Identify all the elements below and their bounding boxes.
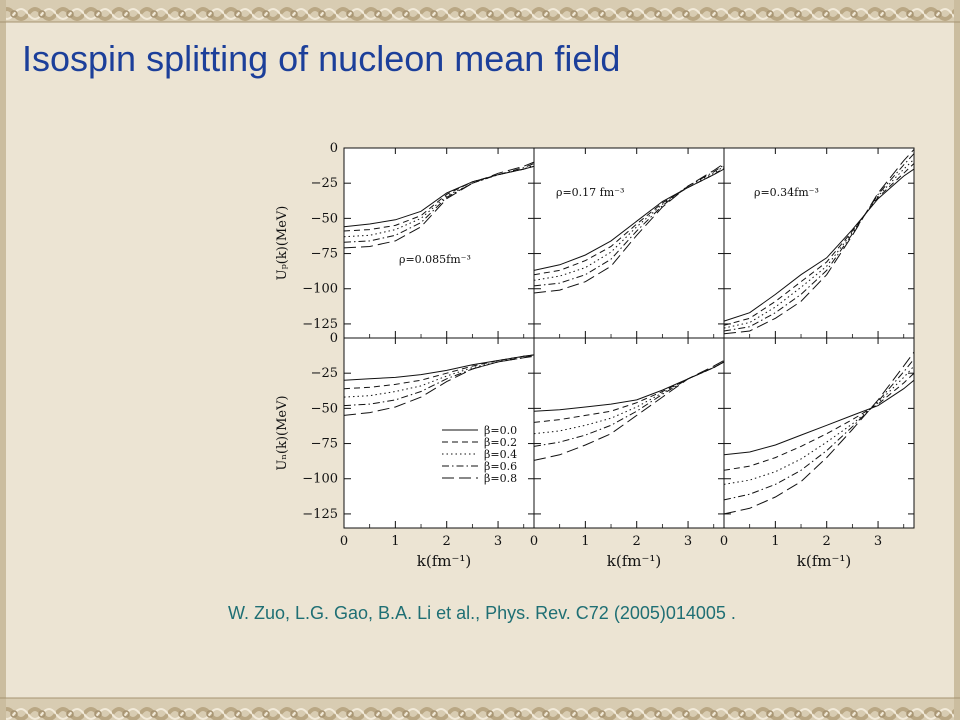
- series-line-dashdot: [723, 153, 915, 332]
- series-line-dashed: [343, 165, 535, 232]
- legend-entry: β=0.6: [484, 460, 517, 473]
- series-line-dashdot: [343, 354, 535, 407]
- series-line-dashdot: [723, 358, 915, 501]
- citation: W. Zuo, L.G. Gao, B.A. Li et al., Phys. …: [228, 603, 736, 623]
- y-tick-label: −50: [311, 211, 338, 226]
- y-tick-label: −25: [311, 176, 338, 191]
- y-tick-label: −125: [302, 317, 338, 332]
- slide-title: Isospin splitting of nucleon mean field: [22, 38, 621, 79]
- legend-entry: β=0.8: [484, 472, 517, 485]
- panel-0-0: 0 −25 −50 −75 −100 −125 ρ=0.085fm⁻³: [302, 141, 535, 339]
- series-line-solid: [723, 168, 915, 322]
- x-tick-label: 3: [684, 534, 692, 549]
- y-tick-label: −75: [311, 437, 338, 452]
- series-line-longdash: [723, 351, 915, 515]
- x-tick-label: 1: [581, 534, 589, 549]
- y-tick-label: −100: [302, 282, 338, 297]
- series-line-dashdot: [343, 163, 535, 243]
- panel-0-1: ρ=0.17 fm⁻³: [533, 147, 725, 339]
- y-tick-label: 0: [330, 331, 338, 346]
- series-line-dashed: [723, 163, 915, 326]
- series-line-dotted: [343, 354, 535, 398]
- series-line-dashdot: [533, 361, 725, 447]
- series-line-dashdot: [533, 164, 725, 287]
- x-tick-label: 3: [494, 534, 502, 549]
- x-tick-label: 1: [771, 534, 779, 549]
- y-tick-label: −75: [311, 247, 338, 262]
- series-line-dashed: [723, 372, 915, 471]
- y-tick-label: −25: [311, 366, 338, 381]
- series-line-longdash: [343, 355, 535, 416]
- series-line-solid: [723, 379, 915, 456]
- panel-frame: [343, 337, 535, 529]
- x-tick-label: 1: [391, 534, 399, 549]
- y-axis-label: Uₙ(k)(MeV): [275, 395, 290, 470]
- x-tick-label: 0: [340, 534, 348, 549]
- x-tick-label: 2: [823, 534, 831, 549]
- panel-0-2: ρ=0.34fm⁻³: [723, 147, 915, 339]
- series-line-dotted: [533, 165, 725, 281]
- x-tick-label: 0: [720, 534, 728, 549]
- density-annotation: ρ=0.17 fm⁻³: [556, 186, 624, 199]
- y-tick-label: −50: [311, 401, 338, 416]
- x-tick-label: 2: [443, 534, 451, 549]
- series-line-longdash: [533, 360, 725, 461]
- x-axis-label: k(fm⁻¹): [607, 552, 662, 570]
- x-axis-label: k(fm⁻¹): [797, 552, 852, 570]
- legend-entry: β=0.4: [484, 448, 517, 461]
- density-annotation: ρ=0.34fm⁻³: [754, 186, 819, 199]
- mean-field-figure: 0 −25 −50 −75 −100 −125 ρ=0.085fm⁻³ ρ=0.17 fm⁻³…: [275, 141, 915, 570]
- y-tick-label: 0: [330, 141, 338, 156]
- y-tick-label: −100: [302, 472, 338, 487]
- series-line-longdash: [343, 161, 535, 249]
- series-line-longdash: [723, 149, 915, 335]
- panel-1-1: 0 1 2 3: [530, 337, 725, 549]
- x-tick-label: 2: [633, 534, 641, 549]
- panel-frame: [723, 337, 915, 529]
- legend-entry: β=0.0: [484, 424, 517, 437]
- y-axis-label: Uₚ(k)(MeV): [275, 206, 290, 281]
- panel-1-2: 0 1 2 3: [720, 337, 915, 549]
- panel-frame: [533, 337, 725, 529]
- panel-frame: [343, 147, 535, 339]
- panel-frame: [533, 147, 725, 339]
- series-line-dashed: [533, 167, 725, 276]
- series-line-longdash: [533, 163, 725, 294]
- x-tick-label: 0: [530, 534, 538, 549]
- panel-frame: [723, 147, 915, 339]
- y-tick-label: −125: [302, 507, 338, 522]
- density-annotation: ρ=0.085fm⁻³: [399, 253, 471, 266]
- x-tick-label: 3: [874, 534, 882, 549]
- series-line-dotted: [723, 158, 915, 329]
- x-axis-label: k(fm⁻¹): [417, 552, 472, 570]
- legend-entry: β=0.2: [484, 436, 517, 449]
- series-line-solid: [533, 168, 725, 271]
- panel-1-0: 0 1 2 3 0 −25 −50 −75 −100 −125: [302, 331, 535, 549]
